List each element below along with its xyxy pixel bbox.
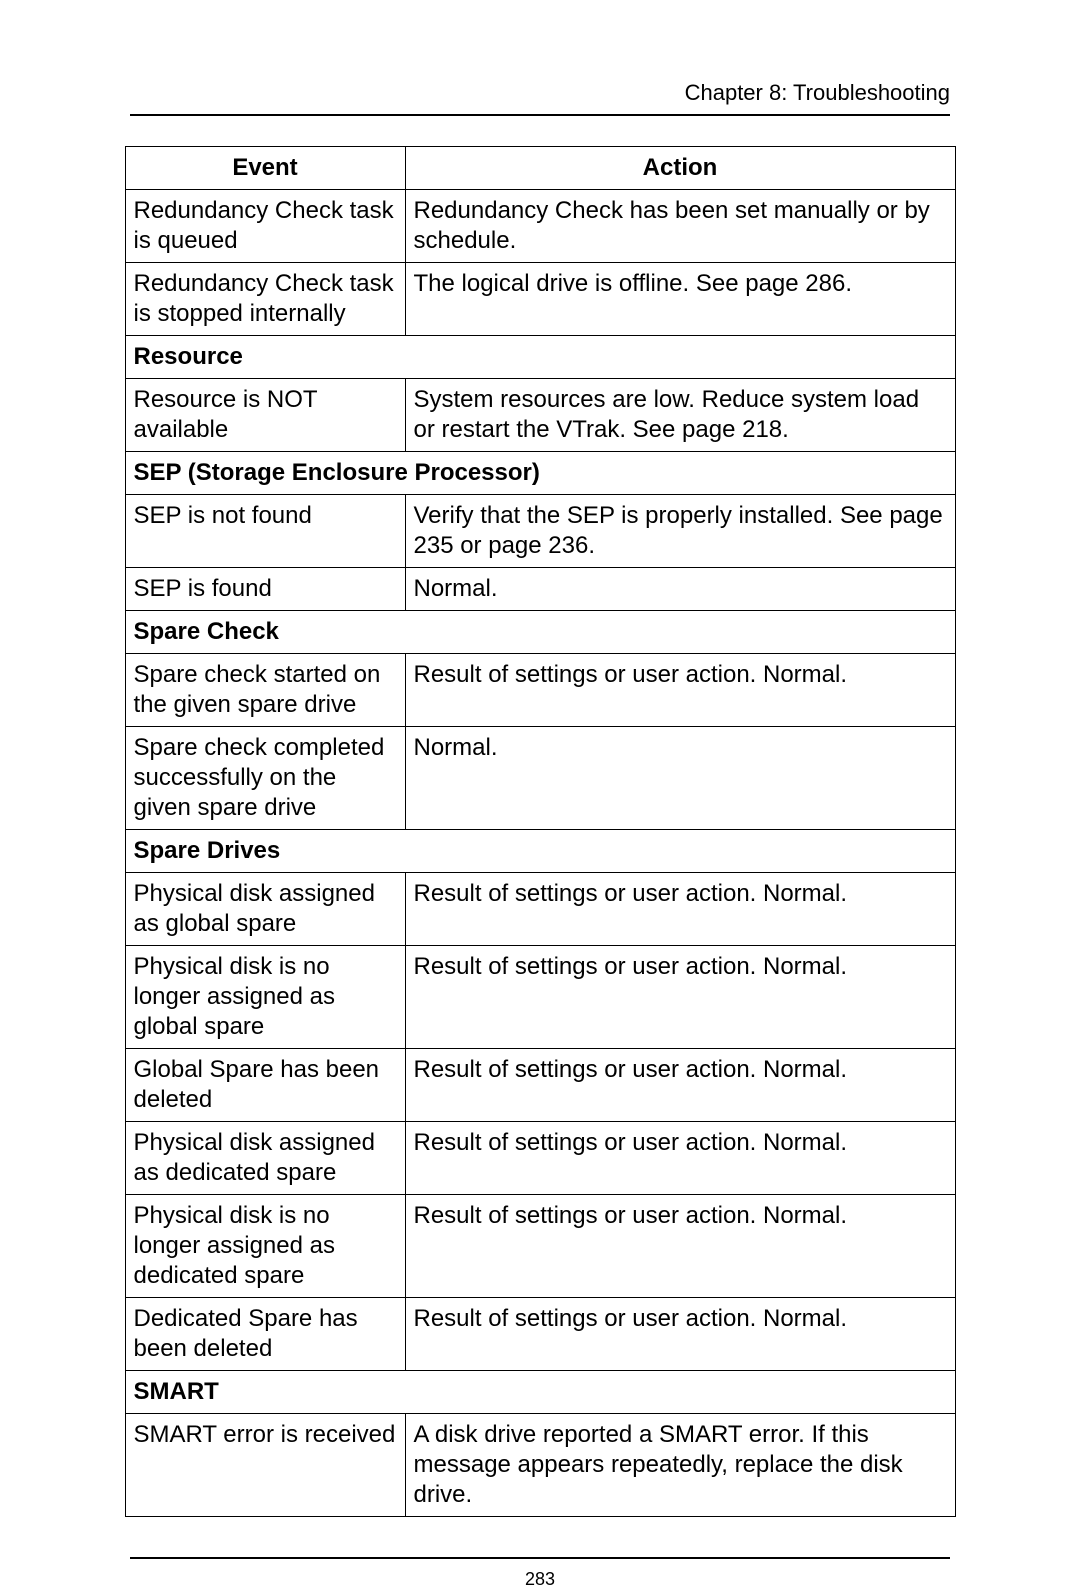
table-row: Spare check completed successfully on th… <box>125 727 955 830</box>
event-cell: Spare check completed successfully on th… <box>125 727 405 830</box>
table-row: Physical disk assigned as global spareRe… <box>125 873 955 946</box>
event-cell: Physical disk assigned as global spare <box>125 873 405 946</box>
footer-rule <box>130 1557 950 1559</box>
action-cell: Result of settings or user action. Norma… <box>405 1195 955 1298</box>
page-number: 283 <box>60 1569 1020 1590</box>
action-cell: Result of settings or user action. Norma… <box>405 946 955 1049</box>
table-row: Spare check started on the given spare d… <box>125 654 955 727</box>
action-cell: A disk drive reported a SMART error. If … <box>405 1414 955 1517</box>
table-row: Resource <box>125 336 955 379</box>
event-cell: Dedicated Spare has been deleted <box>125 1298 405 1371</box>
table-row: SMART <box>125 1371 955 1414</box>
table-row: Global Spare has been deletedResult of s… <box>125 1049 955 1122</box>
page: Chapter 8: Troubleshooting Event Action … <box>0 0 1080 1529</box>
event-cell: Physical disk is no longer assigned as g… <box>125 946 405 1049</box>
table-body: Redundancy Check task is queuedRedundanc… <box>125 190 955 1517</box>
table-row: SEP is not foundVerify that the SEP is p… <box>125 495 955 568</box>
event-cell: SEP is found <box>125 568 405 611</box>
col-header-action: Action <box>405 147 955 190</box>
event-cell: Resource is NOT available <box>125 379 405 452</box>
table-row: Resource is NOT availableSystem resource… <box>125 379 955 452</box>
action-cell: Result of settings or user action. Norma… <box>405 873 955 946</box>
action-cell: Result of settings or user action. Norma… <box>405 654 955 727</box>
event-cell: Physical disk assigned as dedicated spar… <box>125 1122 405 1195</box>
action-cell: The logical drive is offline. See page 2… <box>405 263 955 336</box>
action-cell: Result of settings or user action. Norma… <box>405 1049 955 1122</box>
event-cell: Spare check started on the given spare d… <box>125 654 405 727</box>
header-rule <box>130 114 950 116</box>
chapter-heading: Chapter 8: Troubleshooting <box>60 80 1020 106</box>
table-row: SMART error is receivedA disk drive repo… <box>125 1414 955 1517</box>
action-cell: Verify that the SEP is properly installe… <box>405 495 955 568</box>
event-cell: Global Spare has been deleted <box>125 1049 405 1122</box>
table-row: SEP is foundNormal. <box>125 568 955 611</box>
section-header: Spare Drives <box>125 830 955 873</box>
table-row: Redundancy Check task is stopped interna… <box>125 263 955 336</box>
event-cell: SEP is not found <box>125 495 405 568</box>
action-cell: Normal. <box>405 727 955 830</box>
action-cell: Result of settings or user action. Norma… <box>405 1298 955 1371</box>
table-row: SEP (Storage Enclosure Processor) <box>125 452 955 495</box>
event-cell: Redundancy Check task is queued <box>125 190 405 263</box>
col-header-event: Event <box>125 147 405 190</box>
action-cell: System resources are low. Reduce system … <box>405 379 955 452</box>
table-row: Physical disk assigned as dedicated spar… <box>125 1122 955 1195</box>
section-header: SMART <box>125 1371 955 1414</box>
event-action-table: Event Action Redundancy Check task is qu… <box>125 146 956 1517</box>
table-header-row: Event Action <box>125 147 955 190</box>
event-cell: SMART error is received <box>125 1414 405 1517</box>
action-cell: Redundancy Check has been set manually o… <box>405 190 955 263</box>
event-cell: Physical disk is no longer assigned as d… <box>125 1195 405 1298</box>
section-header: Spare Check <box>125 611 955 654</box>
table-row: Redundancy Check task is queuedRedundanc… <box>125 190 955 263</box>
table-row: Physical disk is no longer assigned as d… <box>125 1195 955 1298</box>
table-row: Spare Drives <box>125 830 955 873</box>
event-cell: Redundancy Check task is stopped interna… <box>125 263 405 336</box>
section-header: Resource <box>125 336 955 379</box>
table-row: Dedicated Spare has been deletedResult o… <box>125 1298 955 1371</box>
table-row: Spare Check <box>125 611 955 654</box>
table-row: Physical disk is no longer assigned as g… <box>125 946 955 1049</box>
action-cell: Normal. <box>405 568 955 611</box>
section-header: SEP (Storage Enclosure Processor) <box>125 452 955 495</box>
action-cell: Result of settings or user action. Norma… <box>405 1122 955 1195</box>
